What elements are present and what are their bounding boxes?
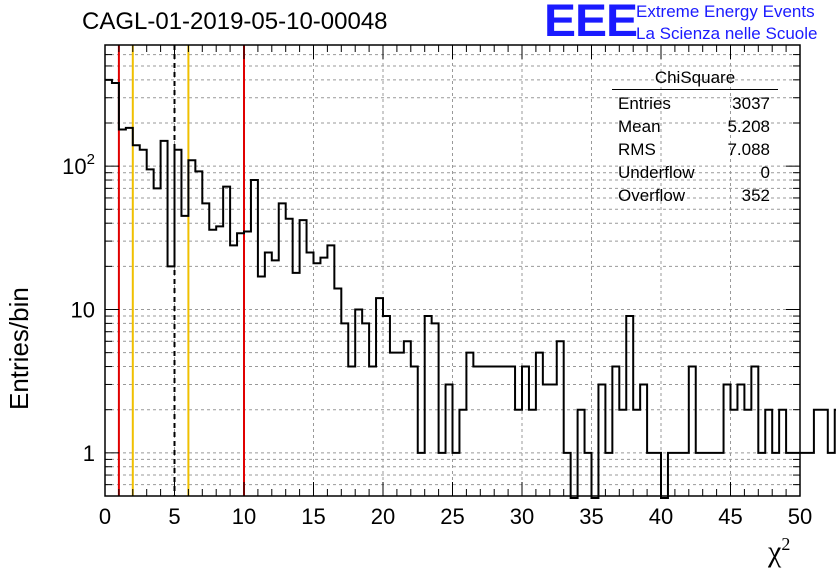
- x-tick-label: 20: [371, 504, 395, 529]
- stats-value: 0: [760, 163, 770, 182]
- y-tick-label: 1: [83, 441, 95, 466]
- stats-value: 5.208: [727, 117, 770, 136]
- stats-label: Entries: [618, 94, 671, 113]
- stats-row-rms: RMS 7.088: [612, 138, 778, 161]
- x-tick-label: 45: [718, 504, 742, 529]
- x-tick-label: 15: [301, 504, 325, 529]
- x-tick-label: 0: [99, 504, 111, 529]
- logo-mark: EEE: [544, 0, 638, 47]
- x-axis-label-base: χ: [768, 535, 782, 568]
- stats-box: ChiSquare Entries 3037 Mean 5.208 RMS 7.088…: [612, 68, 778, 207]
- x-tick-label: 30: [510, 504, 534, 529]
- x-tick-label: 50: [788, 504, 812, 529]
- y-tick-label: 102: [62, 151, 95, 179]
- stats-row-underflow: Underflow 0: [612, 161, 778, 184]
- logo-line1: Extreme Energy Events: [636, 2, 815, 21]
- stats-value: 3037: [732, 94, 770, 113]
- x-tick-label: 10: [232, 504, 256, 529]
- x-tick-label: 35: [579, 504, 603, 529]
- y-tick-label-exponent: 2: [87, 151, 95, 168]
- stats-label: Overflow: [618, 186, 686, 205]
- stats-title: ChiSquare: [612, 68, 778, 90]
- x-tick-label: 40: [649, 504, 673, 529]
- x-tick-label: 25: [440, 504, 464, 529]
- chart-title: CAGL-01-2019-05-10-00048: [82, 8, 388, 35]
- stats-row-overflow: Overflow 352: [612, 184, 778, 207]
- x-axis-label-sup: 2: [781, 534, 791, 554]
- histogram-series: [105, 78, 836, 499]
- logo-line2: La Scienza nelle Scuole: [636, 24, 818, 43]
- stats-value: 7.088: [727, 140, 770, 159]
- stats-row-entries: Entries 3037: [612, 92, 778, 115]
- stats-value: 352: [741, 186, 770, 205]
- reference-lines: [117, 45, 245, 496]
- y-tick-label: 10: [71, 297, 95, 322]
- grid: [105, 45, 800, 496]
- stats-label: Underflow: [618, 163, 695, 182]
- stats-label: Mean: [618, 117, 661, 136]
- stats-row-mean: Mean 5.208: [612, 115, 778, 138]
- stats-label: RMS: [618, 140, 656, 159]
- x-tick-label: 5: [168, 504, 180, 529]
- x-axis-label: χ2: [768, 534, 790, 569]
- eee-logo: EEE Extreme Energy Events La Scienza nel…: [540, 0, 836, 48]
